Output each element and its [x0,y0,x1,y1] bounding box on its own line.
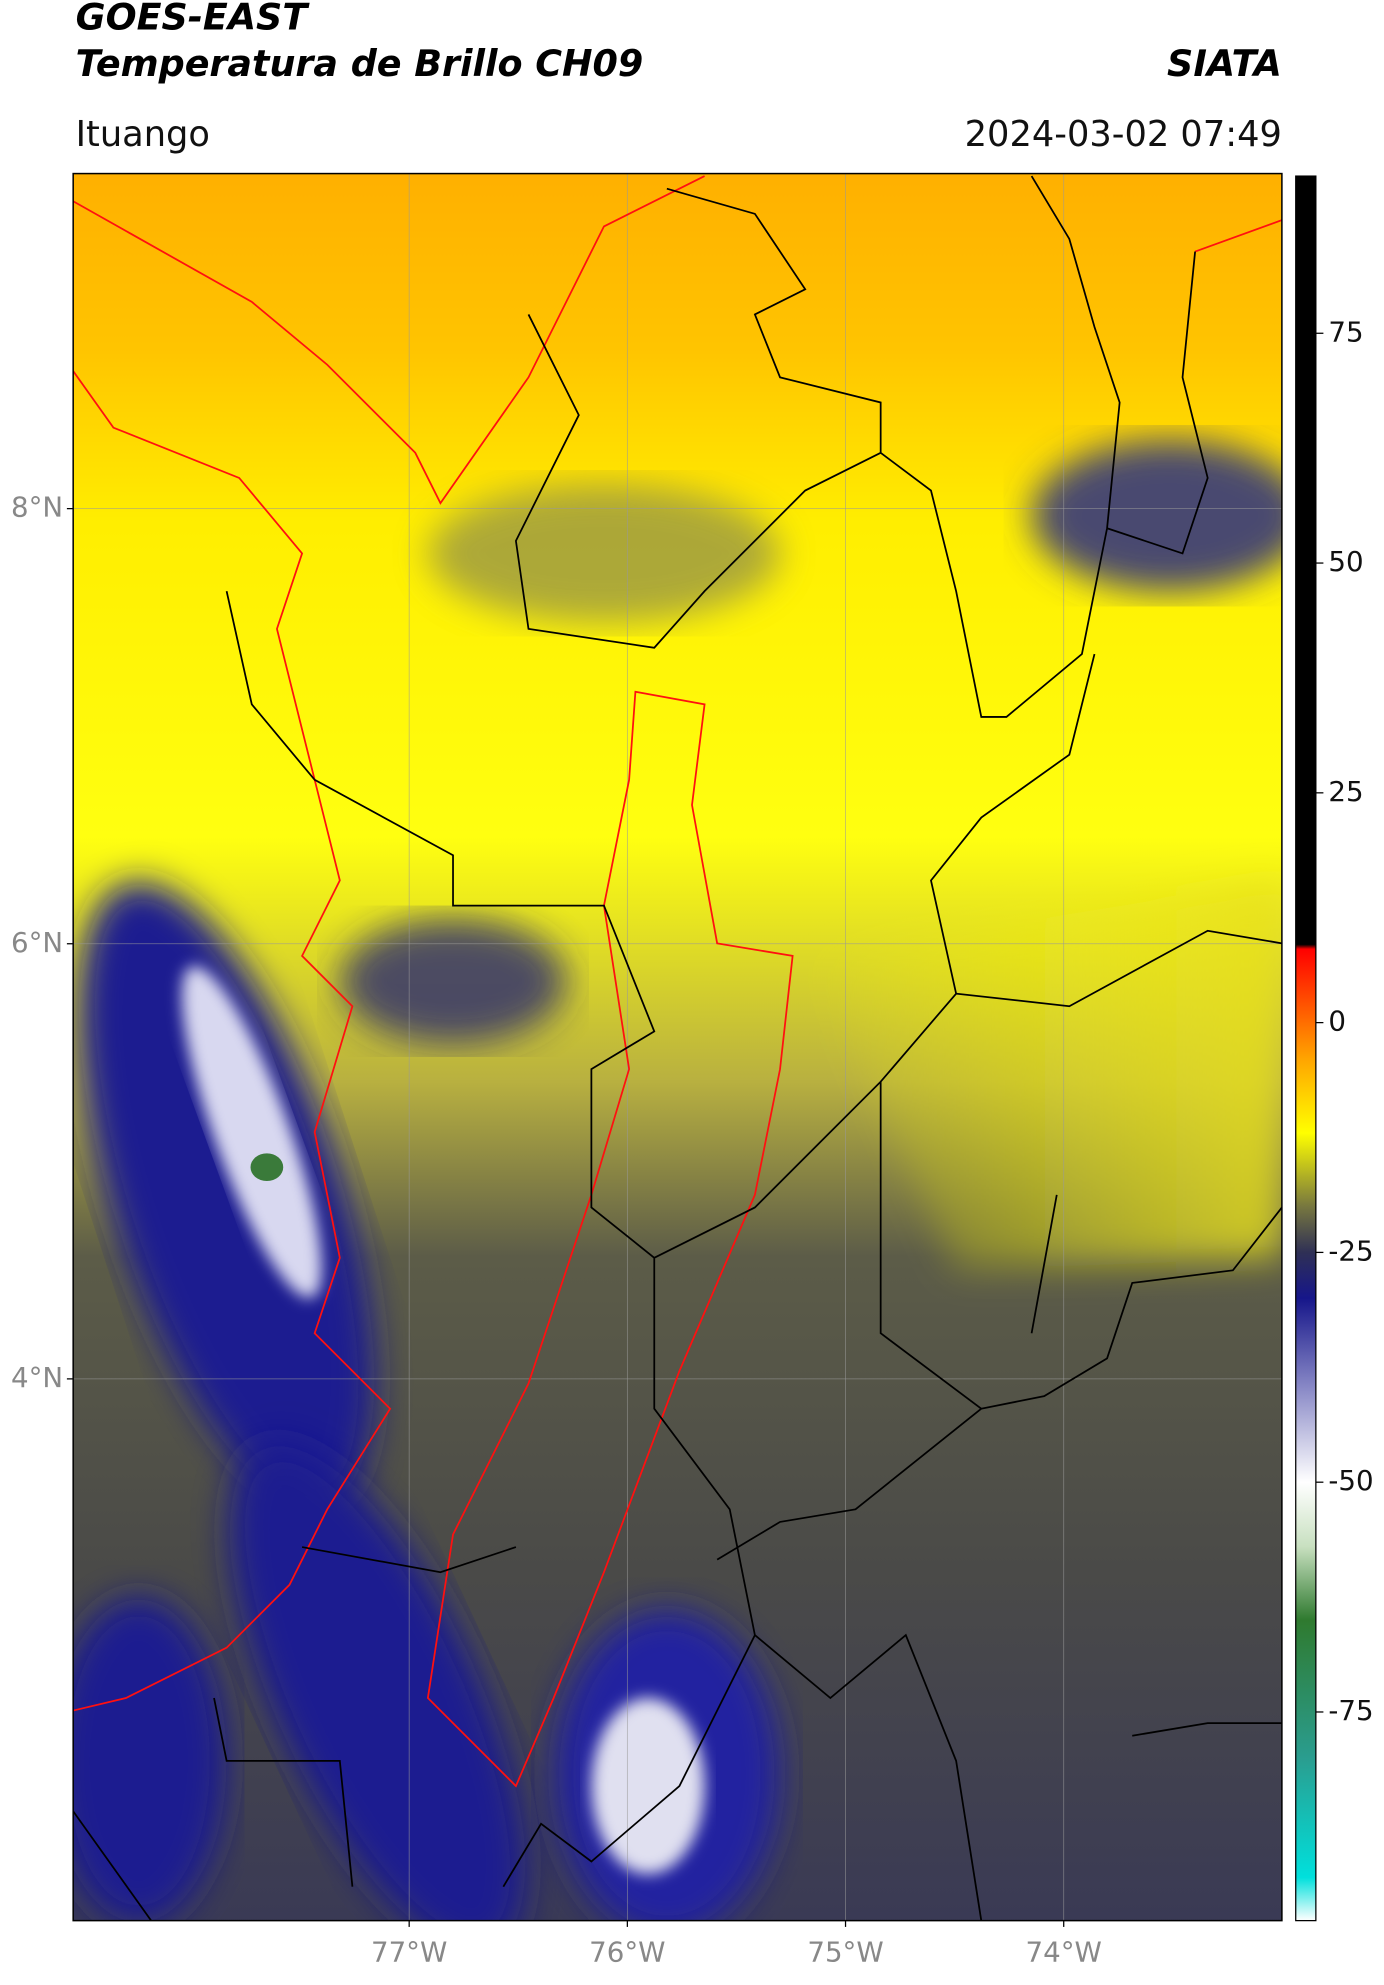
lon-tick-label: 76°W [589,1935,665,1968]
colorbar-tick-label: 25 [1328,775,1363,808]
colorbar-tick-label: 50 [1328,545,1363,578]
lon-tick-label: 75°W [807,1935,883,1968]
axes: 8°N 6°N 4°N 77°W 76°W 75°W 74°W 75 50 25 0 -25 -50 -7… [11,315,1374,1968]
colorbar-tick-label: 0 [1328,1005,1346,1038]
map-frame [72,172,1283,1922]
title: GOES-EAST [76,0,311,38]
colorbar-tick-label: -25 [1328,1234,1373,1267]
lat-tick-label: 6°N [11,926,63,959]
lat-tick-label: 8°N [11,491,63,524]
location: Ituango [76,114,210,155]
colorbar [1295,175,1317,1922]
brand: SIATA [1167,42,1282,85]
lon-tick-label: 74°W [1026,1935,1102,1968]
lat-tick-label: 4°N [11,1361,63,1394]
title: Temperatura de Brillo CH09 [76,42,644,85]
timestamp: 2024-03-02 07:49 [965,114,1282,155]
colorbar-tick-label: 75 [1328,315,1363,348]
colorbar-tick-label: -75 [1328,1694,1373,1727]
lon-tick-label: 77°W [371,1935,447,1968]
colorbar-tick-label: -50 [1328,1464,1373,1497]
map [73,173,1282,1921]
